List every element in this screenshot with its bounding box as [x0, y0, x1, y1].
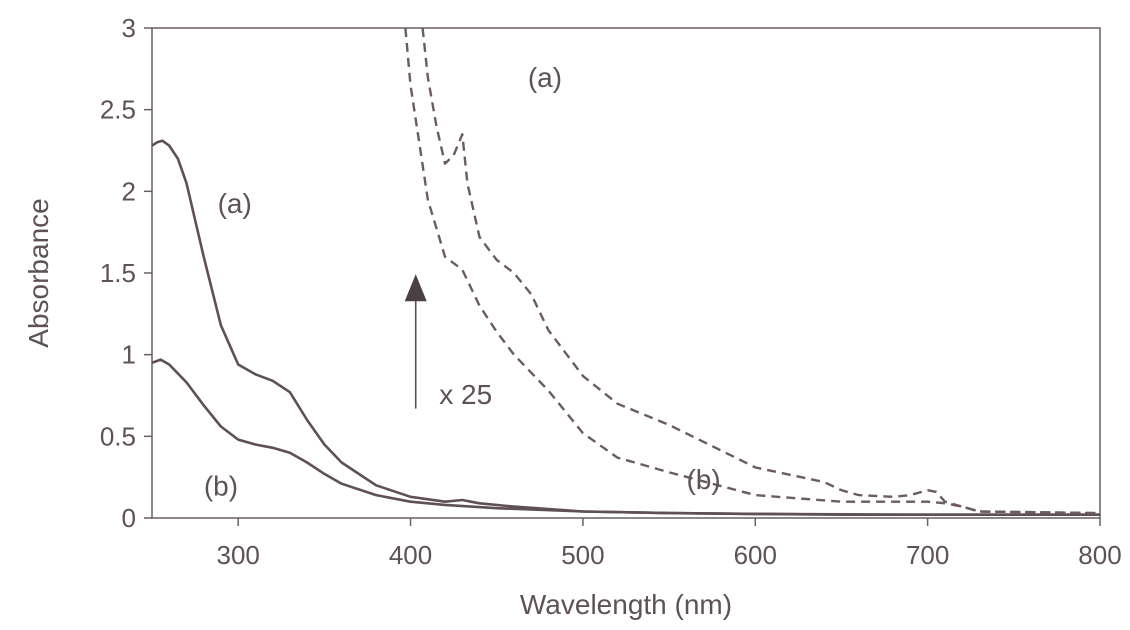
- x-tick-label: 800: [1078, 540, 1121, 570]
- y-tick-label: 0: [122, 503, 136, 533]
- axis-ticks: 300 400 500 600 700 800 0 0.5 1 1.5 2 2.5 3: [100, 13, 1122, 570]
- y-axis-title: Absorbance: [23, 198, 54, 347]
- annotation-label: (a): [528, 62, 562, 93]
- y-tick-label: 0.5: [100, 421, 136, 451]
- annotation-label: x 25: [439, 379, 492, 410]
- series-layer: [151, 27, 1101, 516]
- x-axis-title: Wavelength (nm): [520, 589, 732, 620]
- annotation-layer: (a) (a) (b) (b) x 25: [204, 62, 721, 501]
- x-tick-label: 400: [389, 540, 432, 570]
- arrow-head-icon: [404, 274, 427, 302]
- series-line-1: [151, 139, 1100, 516]
- series-line-4: [404, 27, 1101, 515]
- x-tick-label: 600: [734, 540, 777, 570]
- x-tick-label: 300: [216, 540, 259, 570]
- plot-frame: [151, 27, 1101, 519]
- y-tick-label: 1: [122, 340, 136, 370]
- annotation-label: (b): [204, 470, 238, 501]
- series-line-3: [421, 27, 1101, 515]
- x-tick-label: 700: [906, 540, 949, 570]
- y-tick-label: 1.5: [100, 258, 136, 288]
- y-tick-label: 2: [122, 176, 136, 206]
- annotation-label: (b): [686, 464, 720, 495]
- annotation-label: (a): [218, 188, 252, 219]
- x-tick-label: 500: [561, 540, 604, 570]
- y-tick-label: 2.5: [100, 95, 136, 125]
- series-line-2: [151, 358, 1100, 516]
- y-tick-label: 3: [122, 13, 136, 43]
